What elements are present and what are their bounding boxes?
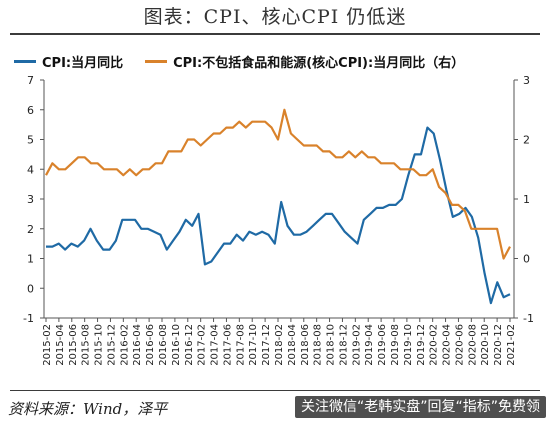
x-tick-label: 2016-08 [158,324,169,366]
x-tick-label: 2019-12 [416,324,427,366]
x-tick-label: 2020-02 [429,324,440,366]
x-tick-label: 2020-04 [442,324,453,366]
y-left-tick-label: 1 [27,253,34,266]
x-tick-label: 2017-08 [235,324,246,366]
x-tick-label: 2019-02 [351,324,362,366]
x-tick-label: 2015-04 [55,324,66,366]
legend: CPI:当月同比 CPI:不包括食品和能源(核心CPI):当月同比（右） [14,52,486,71]
y-left-tick-label: -1 [23,312,34,325]
x-tick-label: 2019-08 [390,324,401,366]
y-right-tick-label: 2 [523,134,530,147]
legend-label-core: CPI:不包括食品和能源(核心CPI):当月同比（右） [173,56,465,71]
x-tick-label: 2015-10 [94,324,105,366]
x-tick-label: 2016-04 [132,324,143,366]
y-left-tick-label: 7 [27,74,34,87]
y-left-tick-label: 0 [27,282,34,295]
y-right-tick-label: 1 [523,193,530,206]
y-left-tick-label: 6 [27,104,34,117]
x-tick-label: 2019-04 [364,324,375,366]
legend-item-core: CPI:不包括食品和能源(核心CPI):当月同比（右） [145,52,464,71]
series-line-core-cpi [45,108,511,260]
x-tick-label: 2018-06 [300,324,311,366]
legend-item-cpi: CPI:当月同比 [14,52,123,71]
x-tick-label: 2019-10 [403,324,414,366]
bottom-divider [10,390,540,391]
legend-label-cpi: CPI:当月同比 [42,56,124,71]
promo-watermark: 关注微信“老韩实盘”回复“指标”免费领 [294,396,546,418]
y-left-tick-label: 3 [27,193,34,206]
x-tick-label: 2021-02 [506,324,517,366]
x-tick-label: 2020-08 [467,324,478,366]
x-tick-label: 2018-12 [338,324,349,366]
x-tick-label: 2017-12 [261,324,272,366]
source-note: 资料来源：Wind，泽平 [8,400,168,418]
x-tick-label: 2016-12 [184,324,195,366]
series-line-cpi [46,126,511,305]
legend-swatch-core [145,60,168,63]
x-tick-label: 2015-12 [106,324,117,366]
x-tick-label: 2018-10 [326,324,337,366]
x-tick-label: 2017-10 [248,324,259,366]
title-divider [10,33,540,35]
x-tick-label: 2017-06 [222,324,233,366]
y-left-tick-label: 5 [27,134,34,147]
x-tick-label: 2019-06 [377,324,388,366]
x-tick-label: 2020-10 [480,324,491,366]
x-tick-label: 2018-08 [313,324,324,366]
x-tick-label: 2018-02 [274,324,285,366]
x-tick-label: 2020-12 [493,324,504,366]
x-tick-label: 2017-04 [210,324,221,366]
x-tick-label: 2020-06 [454,324,465,366]
chart-title: 图表：CPI、核心CPI 仍低迷 [143,6,407,28]
y-right-tick-label: 0 [523,253,530,266]
y-right-tick-label: -1 [523,312,534,325]
y-left-tick-label: 2 [27,223,34,236]
x-tick-label: 2016-02 [119,324,130,366]
y-left-tick-label: 4 [27,163,34,176]
legend-swatch-cpi [14,60,36,63]
x-tick-label: 2016-06 [145,324,156,366]
x-tick-label: 2015-02 [42,324,53,366]
x-tick-label: 2016-10 [171,324,182,366]
y-right-tick-label: 3 [523,74,530,87]
x-tick-label: 2015-08 [81,324,92,366]
x-tick-label: 2018-04 [287,324,298,366]
x-tick-label: 2017-02 [197,324,208,366]
x-tick-label: 2015-06 [68,324,79,366]
